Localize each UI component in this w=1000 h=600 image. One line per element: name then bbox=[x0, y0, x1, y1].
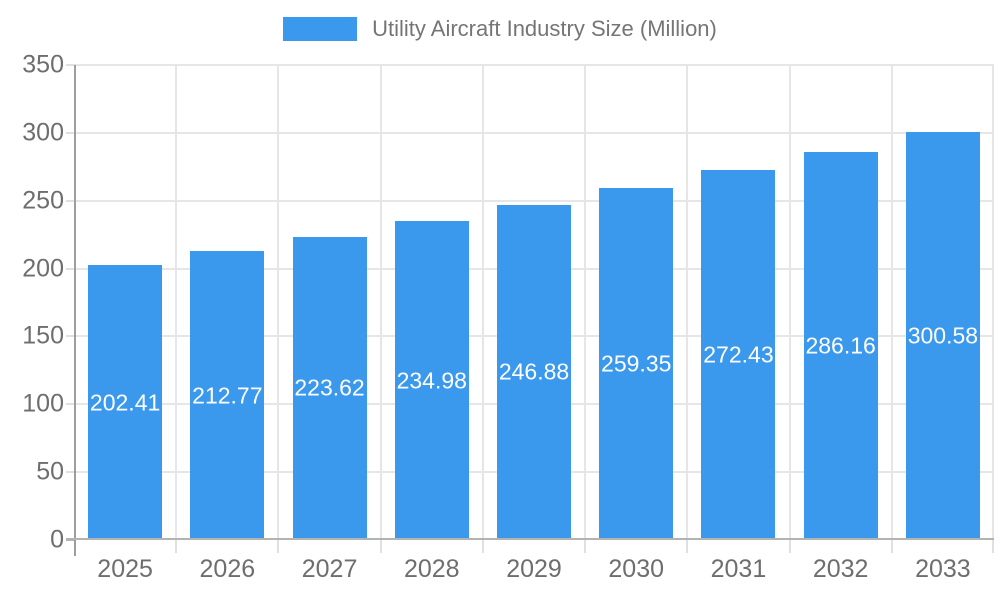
gridline-horizontal bbox=[74, 131, 994, 134]
y-axis-tick-label: 0 bbox=[50, 525, 64, 554]
bar-value-label: 272.43 bbox=[703, 341, 774, 368]
gridline-vertical bbox=[686, 65, 689, 540]
x-axis-tick-label: 2032 bbox=[812, 555, 869, 583]
y-axis-tick bbox=[66, 199, 74, 202]
bar-2033[interactable]: 300.58 bbox=[905, 132, 980, 540]
x-axis-tick-label: 2027 bbox=[301, 555, 358, 583]
bar-value-label: 212.77 bbox=[192, 382, 263, 409]
x-axis-tick bbox=[890, 540, 893, 553]
y-axis-tick bbox=[66, 64, 74, 66]
y-axis-tick bbox=[66, 471, 74, 474]
gridline-vertical bbox=[277, 65, 280, 540]
x-axis-tick-label: 2028 bbox=[403, 555, 460, 583]
y-axis-tick bbox=[66, 335, 74, 338]
bar-value-label: 259.35 bbox=[601, 350, 672, 377]
legend-swatch-icon bbox=[283, 17, 358, 41]
bar-2026[interactable]: 212.77 bbox=[190, 251, 265, 540]
bar-value-label: 286.16 bbox=[805, 332, 876, 359]
x-axis-tick-label: 2025 bbox=[97, 555, 153, 583]
x-axis-tick bbox=[686, 540, 689, 553]
x-axis-tick-label: 2029 bbox=[506, 555, 562, 583]
bar-2027[interactable]: 223.62 bbox=[292, 236, 367, 540]
x-axis-tick-label: 2031 bbox=[710, 555, 767, 583]
y-axis-tick bbox=[66, 267, 74, 270]
gridline-vertical bbox=[992, 65, 994, 540]
y-axis-tick-label: 300 bbox=[22, 118, 64, 147]
bar-value-label: 202.41 bbox=[89, 389, 161, 416]
y-axis-tick-label: 350 bbox=[22, 50, 64, 79]
x-axis-tick-label: 2026 bbox=[199, 555, 256, 583]
y-axis-tick-label: 200 bbox=[22, 254, 64, 283]
gridline-vertical bbox=[584, 65, 587, 540]
gridline-vertical bbox=[890, 65, 893, 540]
bar-2025[interactable]: 202.41 bbox=[88, 265, 163, 540]
gridline-horizontal bbox=[74, 64, 994, 66]
plot-area: 202.41 212.77 223.62 234.98 246.88 259.35 272.… bbox=[74, 64, 994, 540]
legend-item[interactable]: Utility Aircraft Industry Size (Million) bbox=[283, 16, 717, 42]
y-axis-tick-label: 50 bbox=[36, 457, 64, 486]
bar-value-label: 246.88 bbox=[498, 358, 570, 385]
bar-value-label: 234.98 bbox=[396, 367, 467, 394]
x-axis-tick bbox=[992, 540, 994, 553]
x-axis-tick bbox=[379, 540, 382, 553]
y-axis-tick bbox=[66, 403, 74, 406]
gridline-vertical bbox=[175, 65, 178, 540]
x-axis-tick-label: 2033 bbox=[915, 555, 971, 583]
bar-2031[interactable]: 272.43 bbox=[701, 170, 776, 540]
legend-label: Utility Aircraft Industry Size (Million) bbox=[372, 16, 717, 41]
legend: Utility Aircraft Industry Size (Million) bbox=[0, 16, 1000, 42]
y-axis-tick-label: 100 bbox=[22, 389, 64, 418]
x-axis-baseline bbox=[66, 538, 994, 540]
y-axis-tick-label: 250 bbox=[22, 186, 64, 215]
y-axis-tick-label: 150 bbox=[22, 321, 64, 350]
bar-2029[interactable]: 246.88 bbox=[497, 204, 571, 540]
y-axis-tick bbox=[66, 539, 74, 541]
bar-2028[interactable]: 234.98 bbox=[394, 221, 469, 540]
x-axis-tick-label: 2030 bbox=[608, 555, 665, 583]
bar-2030[interactable]: 259.35 bbox=[599, 188, 674, 540]
gridline-vertical bbox=[788, 65, 791, 540]
x-axis-tick bbox=[481, 540, 484, 553]
bar-value-label: 223.62 bbox=[294, 374, 365, 401]
y-axis-tick bbox=[66, 131, 74, 134]
gridline-vertical bbox=[481, 65, 484, 540]
gridline-vertical bbox=[379, 65, 382, 540]
y-axis-line bbox=[74, 65, 76, 556]
bar-2032[interactable]: 286.16 bbox=[803, 151, 878, 540]
x-axis-tick bbox=[788, 540, 791, 553]
x-axis-tick bbox=[277, 540, 280, 553]
x-axis-tick bbox=[584, 540, 587, 553]
gridline-horizontal bbox=[74, 199, 994, 202]
bar-value-label: 300.58 bbox=[907, 322, 979, 349]
x-axis-tick bbox=[175, 540, 178, 553]
